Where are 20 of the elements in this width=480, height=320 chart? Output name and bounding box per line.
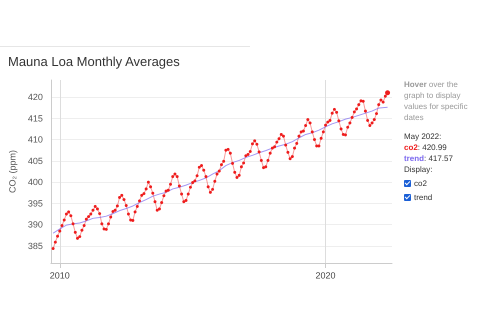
text: Display: [404,164,434,175]
x-tick-label: 2020 [316,270,336,280]
y-tick-label: 415 [28,113,43,124]
text: co2 [414,178,427,189]
line-series [52,106,388,234]
y-tick-label: 405 [28,156,43,166]
y-axis-title: CO₂ (ppm) [8,150,18,193]
text: May 2022: [404,131,442,142]
text: Hover over the graph to display values for specific dates [404,79,469,123]
chart-title: Mauna Loa Monthly Averages [8,54,180,69]
y-tick-label: 395 [28,198,43,208]
text: trend: 417.57 [404,153,454,164]
text: trend [414,192,432,203]
y-tick-label: 385 [28,240,43,251]
text: co2: 420.99 [404,142,448,153]
y-tick-label: 420 [28,92,43,102]
x-tick-label: 2010 [50,270,70,280]
y-tick-label: 400 [28,177,43,188]
y-tick-label: 410 [28,134,43,145]
y-tick-label: 390 [28,220,43,230]
